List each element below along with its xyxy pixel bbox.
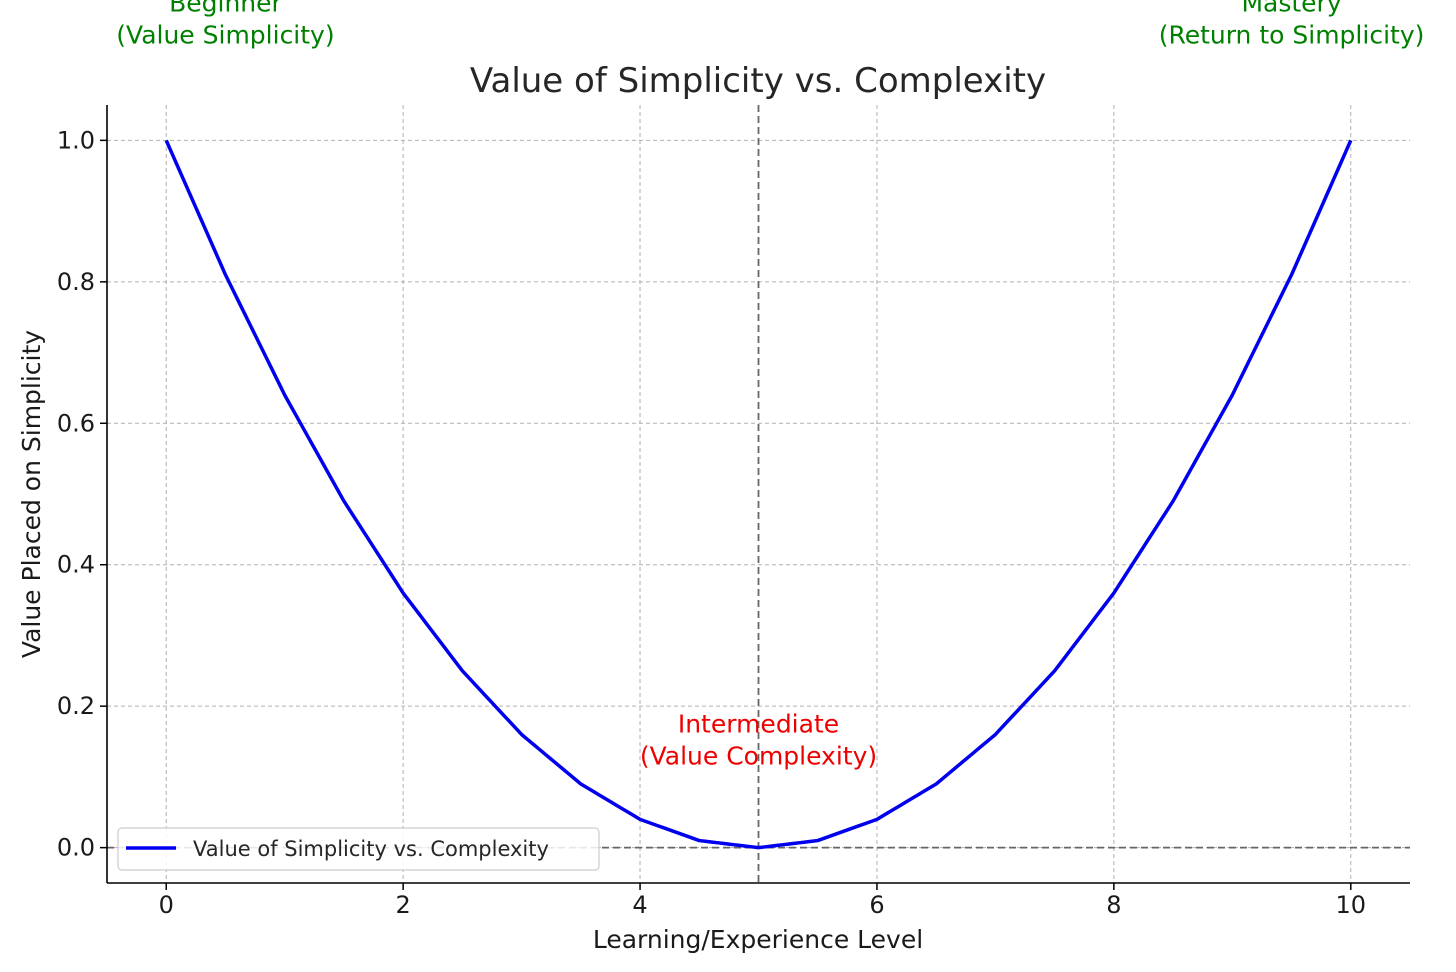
y-tick-label: 0.4 (57, 551, 95, 579)
legend: Value of Simplicity vs. Complexity (117, 827, 600, 871)
legend-box (117, 827, 600, 871)
y-tick-label: 0.6 (57, 409, 95, 437)
x-tick-label: 0 (159, 891, 174, 919)
annotation-text: (Value Complexity) (640, 742, 877, 771)
annotation-text: Intermediate (678, 710, 839, 739)
x-tick-label: 6 (869, 891, 884, 919)
ticks: 0 2 4 6 8 10 0.0 0.2 0.4 0.6 0.8 1.0 (57, 126, 1366, 919)
series-line-0 (164, 139, 1353, 850)
chart-title: Value of Simplicity vs. Complexity (470, 61, 1046, 101)
y-tick-label: 0.2 (57, 692, 95, 720)
annotation-text: Beginner (169, 0, 282, 17)
x-axis-label: Learning/Experience Level (593, 925, 923, 954)
y-tick-label: 0.0 (57, 834, 95, 862)
y-tick-label: 0.8 (57, 268, 95, 296)
annotation-text: (Return to Simplicity) (1159, 20, 1425, 49)
annotation-text: (Value Simplicity) (116, 20, 334, 49)
x-tick-label: 4 (632, 891, 647, 919)
x-tick-label: 2 (395, 891, 410, 919)
annotations: Beginner (Value Simplicity) Intermediate (V… (116, 0, 1424, 771)
axes (106, 105, 1410, 884)
x-tick-label: 10 (1335, 891, 1366, 919)
y-tick-label: 1.0 (57, 126, 95, 154)
legend-label: Value of Simplicity vs. Complexity (193, 837, 549, 861)
x-tick-label: 8 (1106, 891, 1121, 919)
series-layer (164, 139, 1353, 850)
y-axis-label: Value Placed on Simplicity (17, 330, 46, 658)
annotation-text: Mastery (1241, 0, 1341, 17)
